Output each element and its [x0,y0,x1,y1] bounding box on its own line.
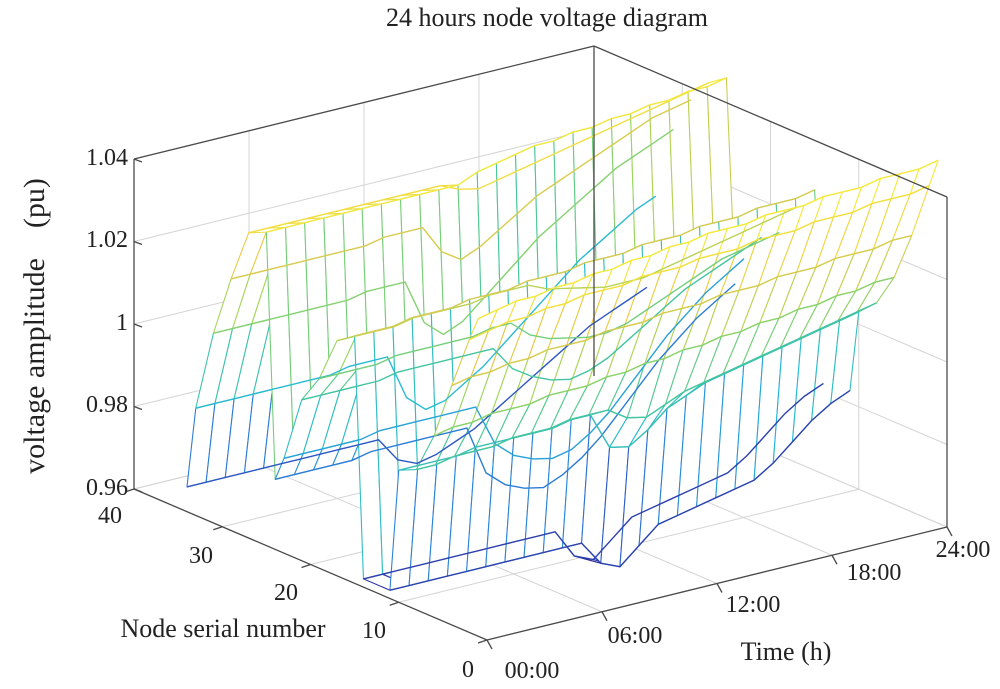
axes-box [124,45,953,650]
y-tick-mark [213,526,223,531]
z-tick-label: 0.96 [86,475,128,501]
series-line [354,189,815,337]
series-line [213,128,674,336]
x-tick-label: 12:00 [726,592,781,618]
series-line [398,311,860,471]
x-tick-mark [716,583,723,593]
x-tick-mark [601,611,608,622]
x-tick-label: 18:00 [847,560,902,586]
x-axis-label: Time (h) [741,637,832,666]
z-tick-mark [133,323,143,328]
x-tick-mark [831,554,838,565]
y-tick-mark [477,639,488,644]
series-line [230,99,692,280]
z-tick-mark [133,240,143,246]
series-line [186,286,648,488]
series-line [433,276,895,437]
x-tick-mark [946,526,953,537]
y-axis-label: Node serial number [120,614,325,643]
x-tick-mark [486,639,493,650]
y-tick-label: 40 [98,503,122,529]
series-line [248,82,710,234]
box-edge [593,45,948,198]
series-line [469,184,930,341]
y-tick-mark [301,563,311,569]
z-tick-label: 1.02 [86,227,128,253]
x-tick-label: 24:00 [936,537,991,563]
series-line [283,258,745,460]
z-tick-label: 1.04 [86,145,128,171]
series-line [195,195,657,411]
series-line [389,390,851,591]
series-line [451,234,912,387]
series-line [416,302,877,471]
z-tick-mark [133,488,143,493]
series-line [266,77,727,233]
y-tick-label: 10 [362,618,386,644]
z-tick-mark [133,405,143,411]
y-tick-label: 20 [274,580,298,606]
surface-mesh [186,77,939,591]
z-tick-label: 1 [116,310,128,336]
y-tick-label: 30 [189,543,213,569]
series-line [363,382,824,580]
z-axis-label: voltage amplitude (pu) [18,178,51,474]
y-tick-label: 0 [462,657,474,683]
chart-title: 24 hours node voltage diagram [386,3,708,32]
y-tick-mark [124,488,135,493]
x-tick-label: 06:00 [608,623,663,649]
z-tick-label: 0.98 [86,392,128,418]
series-line [477,159,939,320]
box-edge [133,45,595,160]
x-tick-label: 00:00 [505,658,560,684]
series-line [319,231,780,380]
series-line [301,236,763,401]
z-tick-mark [133,158,143,163]
y-tick-mark [389,601,399,606]
